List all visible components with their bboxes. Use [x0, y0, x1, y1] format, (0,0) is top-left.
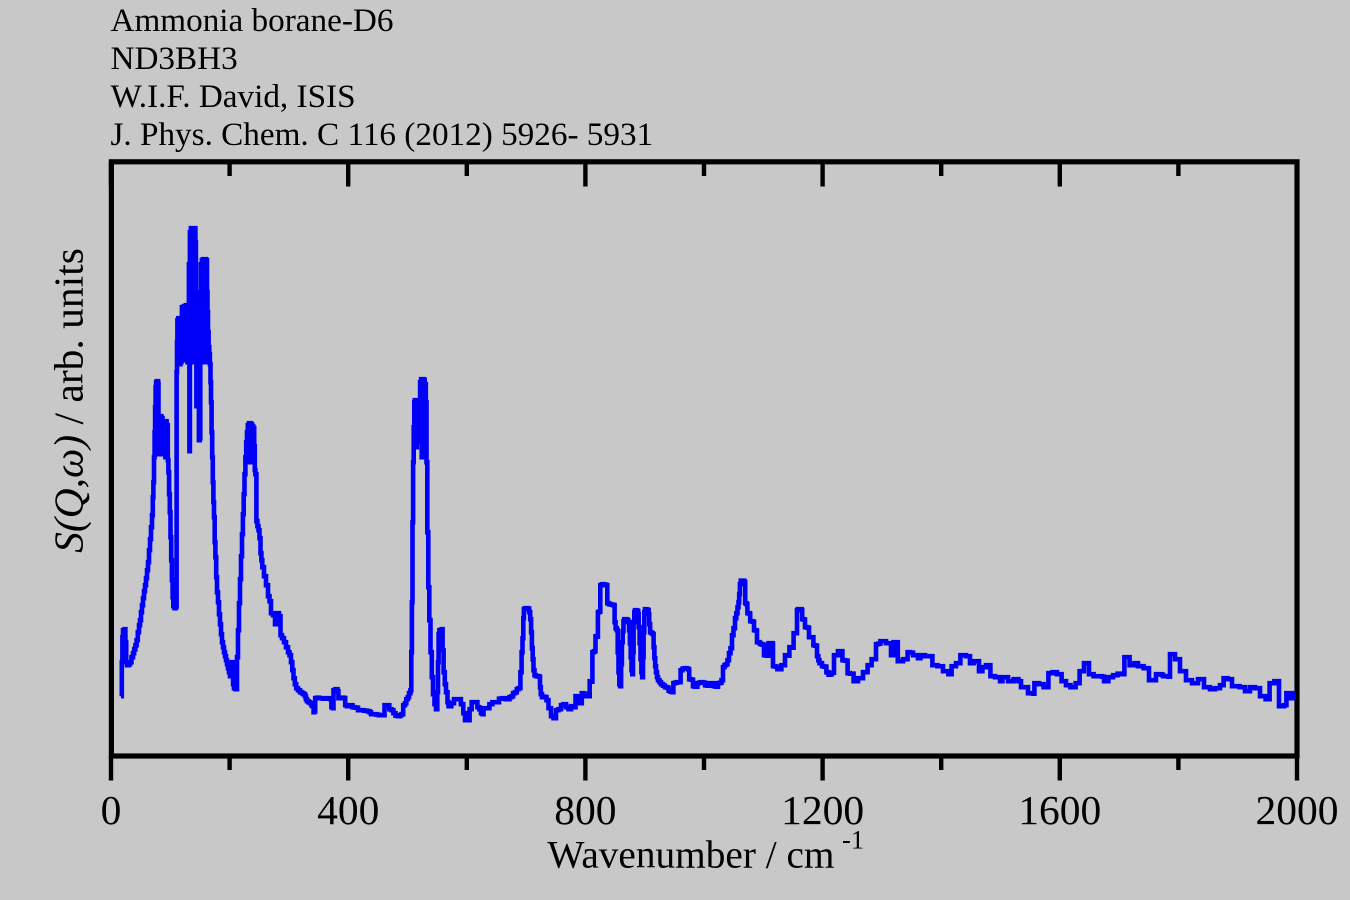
- svg-text:800: 800: [554, 787, 616, 833]
- svg-text:1600: 1600: [1018, 787, 1101, 833]
- svg-text:400: 400: [317, 787, 379, 833]
- svg-text:Ammonia borane-D6: Ammonia borane-D6: [111, 2, 394, 39]
- svg-text:0: 0: [101, 787, 122, 833]
- svg-text:W.I.F. David, ISIS: W.I.F. David, ISIS: [111, 78, 356, 115]
- svg-text:-1: -1: [842, 825, 864, 855]
- svg-text:ND3BH3: ND3BH3: [111, 40, 238, 77]
- svg-text:1200: 1200: [781, 787, 864, 833]
- svg-text:S(Q,ω) / arb. units: S(Q,ω) / arb. units: [46, 248, 93, 553]
- svg-text:J. Phys. Chem. C 116 (2012) 59: J. Phys. Chem. C 116 (2012) 5926- 5931: [111, 116, 654, 153]
- svg-text:2000: 2000: [1256, 787, 1339, 833]
- svg-text:Wavenumber / cm: Wavenumber / cm: [547, 832, 834, 876]
